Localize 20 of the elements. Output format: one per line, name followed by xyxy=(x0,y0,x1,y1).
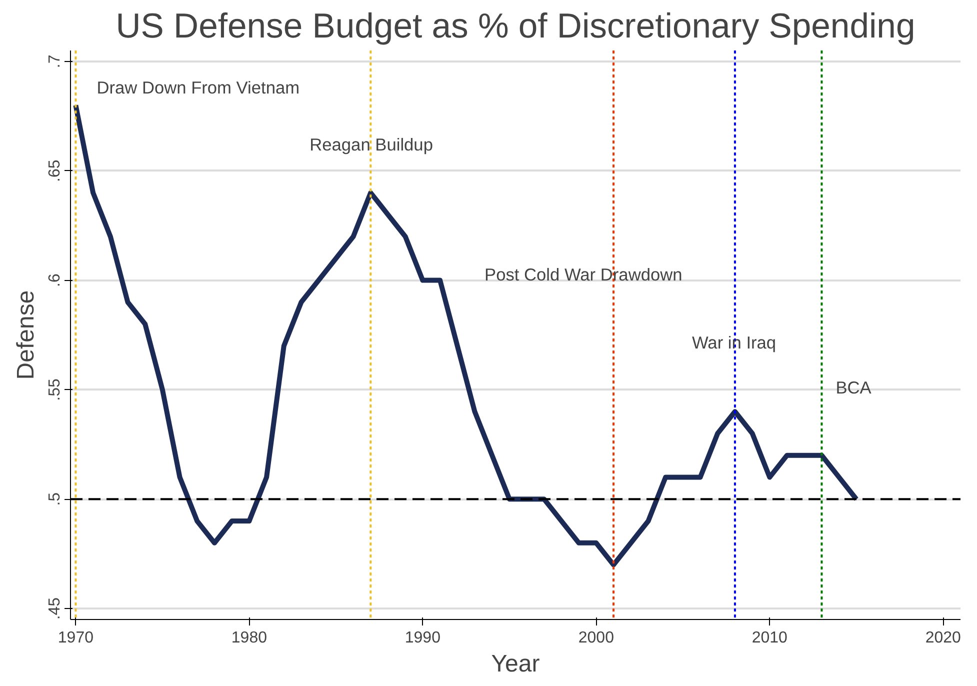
y-tick-label: .5 xyxy=(46,492,64,506)
annotation: Reagan Buildup xyxy=(310,134,433,154)
y-tick-label: .65 xyxy=(46,160,64,182)
y-tick-label: .55 xyxy=(46,378,64,401)
y-tick-label: .7 xyxy=(46,54,64,68)
x-tick-label: 1970 xyxy=(58,630,94,646)
y-tick-label: .45 xyxy=(46,597,64,620)
x-tick-label: 1980 xyxy=(231,630,268,646)
x-tick-label: 2000 xyxy=(578,630,614,646)
x-tick-label: 2010 xyxy=(752,630,788,646)
y-tick-label: .6 xyxy=(46,274,64,287)
annotation: Draw Down From Vietnam xyxy=(96,78,300,98)
x-axis-title: Year xyxy=(491,650,540,678)
x-tick-label: 1990 xyxy=(404,630,441,646)
x-tick-label: 2020 xyxy=(925,630,962,646)
annotation: Post Cold War Drawdown xyxy=(484,264,682,284)
annotation: BCA xyxy=(836,378,872,398)
y-axis-title: Defense xyxy=(12,290,40,380)
chart-title: US Defense Budget as % of Discretionary Spending xyxy=(116,8,916,46)
annotation: War in Iraq xyxy=(692,332,776,352)
